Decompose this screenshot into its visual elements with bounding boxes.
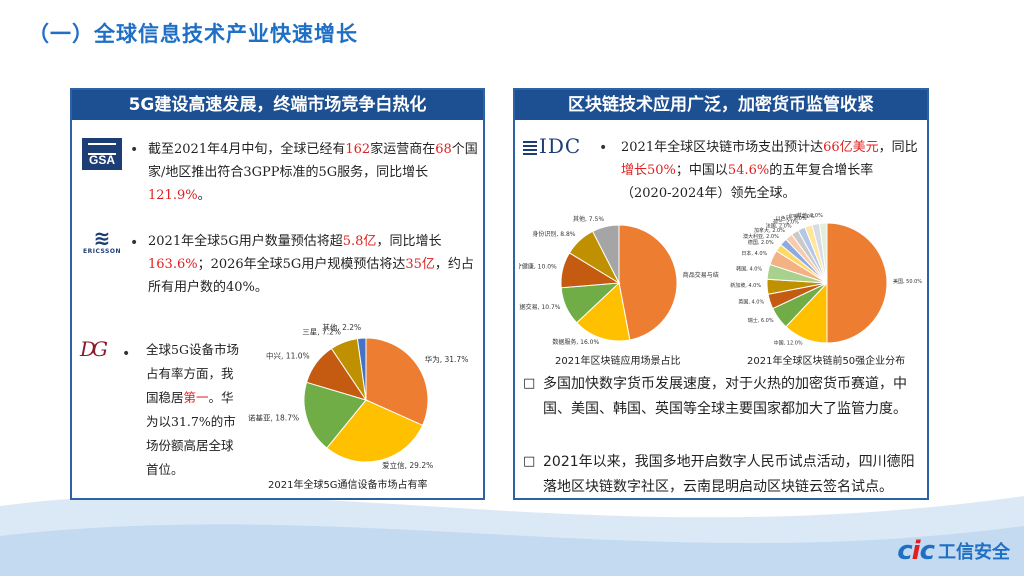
para-5g-operators: 截至2021年4月中旬，全球已经有162家运营商在68个国家/地区推出符合3GP… [148,142,478,203]
pie-label-13: 印度, 2.0% [789,213,815,220]
pie-label-5: 韩国, 4.0% [736,266,762,273]
pie-chart-5g-equipment: 华为, 31.7% 爱立信, 29.2% 诺基亚, 18.7% 中兴, 11.0% 三星… [248,322,469,470]
pie-label-7: 德国, 2.0% [748,239,774,246]
panel-blockchain: 区块链技术应用广泛，加密货币监管收紧 IDC • 2021年全球区块链市场支出预… [513,88,929,500]
pie-slice-2 [303,381,367,449]
pie-label-5: 其他, 2.2% [322,322,361,332]
panel-5g-header: 5G建设高速发展，终端市场竞争白热化 [72,90,483,120]
pie-slice-1 [326,399,424,463]
panel-blockchain-header: 区块链技术应用广泛，加密货币监管收紧 [515,90,927,120]
pie-label-9: 加拿大, 2.0% [754,227,785,234]
pie-slice-5 [356,337,367,401]
pie-slice-0 [826,222,888,344]
brand-name: 工信安全 [938,542,1010,563]
pie-label-2: 瑞士, 6.0% [748,317,774,324]
pie-label-1: 爱立信, 29.2% [382,460,433,470]
bottom-wave-decoration [0,495,1024,576]
idc-stripes-icon [523,140,537,155]
para-5g-equipment: 全球5G设备市场占有率方面，我国稳居第一。华为以31.7%的市场份额高居全球首位… [146,342,239,477]
pie-slice-0 [618,224,678,341]
pie-label-1: 数据服务, 16.0% [552,338,599,346]
para-digital-rmb: 2021年以来，我国多地开启数字人民币试点活动，四川德阳落地区块链数字社区，云南… [543,454,915,495]
pie-label-4: 三星, 7.2% [302,328,341,337]
pie-label-14: 其他, 2.0% [797,212,823,219]
bullet-icon: • [130,142,139,158]
ericsson-mark-icon: ≋ [93,226,111,250]
cic-brand-logo: cic 工信安全 [897,536,1010,566]
para-crypto-regulation: 多国加快数字货币发展速度，对于火热的加密货币赛道，中国、美国、韩国、英国等全球主… [543,376,907,417]
pie-label-5: 其他, 7.5% [573,215,604,223]
pie-label-2: 诺基亚, 18.7% [248,413,299,423]
page-title: （一）全球信息技术产业快速增长 [28,22,358,46]
pie-slice-1 [576,282,631,342]
idc-logo: IDC [523,134,581,158]
pie-label-11: 荷兰, 2.0% [773,218,799,225]
pie-chart-blockchain-top50: 美国, 50.0% 中国, 12.0% 瑞士, 6.0% 英国, 4.0% 新加坡, 4… [730,212,922,346]
para-5g-users: 2021年全球5G用户数量预估将超5.8亿，同比增长163.6%；2026年全球… [148,234,474,295]
pie-label-4: 身份识别, 8.8% [532,230,575,238]
pie-label-0: 华为, 31.7% [425,354,469,364]
pie-label-12: 以色列, 2.0% [776,215,807,222]
pie-label-0: 商品交易与结算, 47.0% [683,271,719,279]
square-bullet-icon: □ [523,454,536,469]
pie-label-2: 交易确权与数据交易, 10.7% [519,303,561,311]
pie-slice-0 [365,337,429,426]
bullet-icon: • [122,346,131,362]
square-bullet-icon: □ [523,376,536,391]
pie-label-8: 澳大利亚, 2.0% [743,233,779,240]
pie-label-3: 中兴, 11.0% [266,351,310,361]
pie-label-3: 医疗健康, 10.0% [519,262,557,270]
bullet-icon: • [599,140,608,156]
ericsson-logo: ≋ ERICSSON [80,228,124,262]
pie-chart-blockchain-scenarios: 商品交易与结算, 47.0% 数据服务, 16.0% 交易确权与数据交易, 10.7… [519,215,719,346]
dg-logo: DG [80,337,108,361]
pie-label-4: 新加坡, 4.0% [730,282,761,289]
pie-label-6: 日本, 4.0% [741,250,767,257]
gsa-logo: GSA [82,138,122,170]
pie-slice-5 [591,224,620,284]
pie-slice-14 [818,222,828,284]
chart-caption-top50: 2021年全球区块链前50强企业分布 [747,356,906,367]
pie-label-10: 法国, 2.0% [766,222,792,229]
para-blockchain-market: 2021年全球区块链市场支出预计达66亿美元，同比增长50%；中国以54.6%的… [621,140,918,201]
chart-caption-5g: 2021年全球5G通信设备市场占有率 [268,480,428,491]
pie-label-3: 英国, 4.0% [738,298,764,305]
chart-caption-scenarios: 2021年区块链应用场景占比 [555,356,681,367]
bullet-icon: • [130,235,139,251]
pie-label-0: 美国, 50.0% [893,278,922,285]
cic-logo-mark: cic [897,536,935,566]
pie-label-1: 中国, 12.0% [774,339,803,346]
panel-5g: 5G建设高速发展，终端市场竞争白热化 GSA • 截至2021年4月中旬，全球已… [70,88,485,500]
